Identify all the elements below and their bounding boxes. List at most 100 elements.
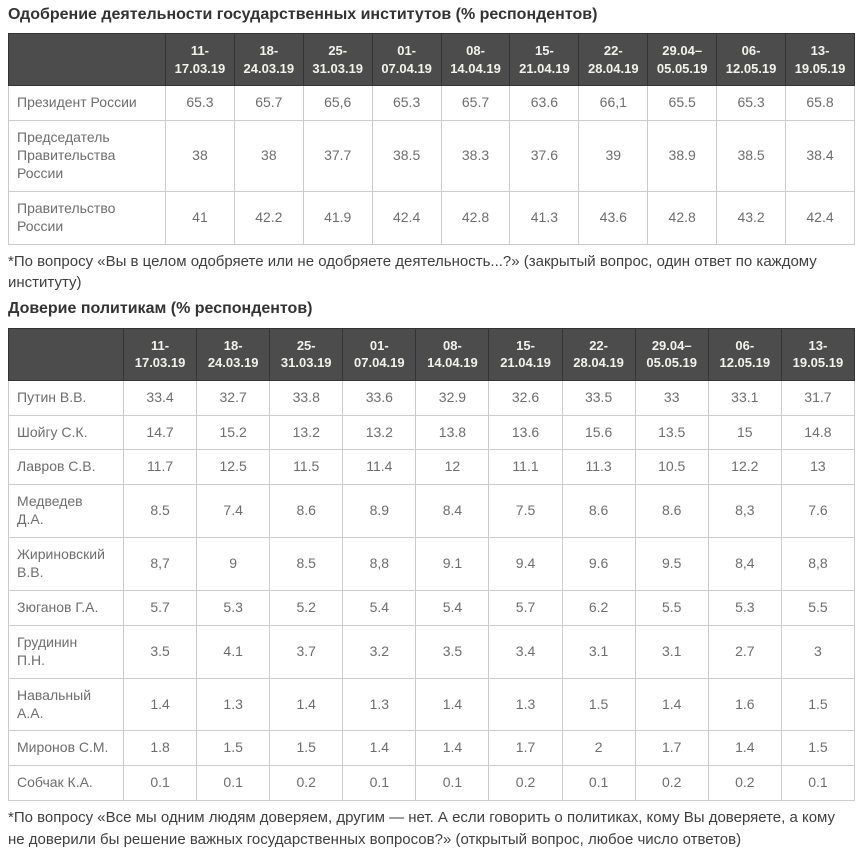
date-column-header: 22- 28.04.19 xyxy=(578,33,649,87)
trust-table: 11- 17.03.19 18- 24.03.19 25- 31.03.19 01- … xyxy=(8,327,856,802)
value-cell: 43.2 xyxy=(716,190,787,245)
table-row: Председатель Правительства России 38 38 37.… xyxy=(8,120,855,192)
table-row: Собчак К.А. 0.1 0.1 0.2 0.1 0.1 0.2 0.1 0.2 0.2 0.… xyxy=(8,765,856,802)
value-cell: 10.5 xyxy=(634,449,709,486)
value-cell: 8.4 xyxy=(415,484,490,539)
value-cell: 7.5 xyxy=(488,484,563,539)
value-cell: 8,4 xyxy=(707,537,782,591)
value-cell: 33.5 xyxy=(561,379,636,416)
value-cell: 15.2 xyxy=(196,414,271,451)
value-cell: 5.5 xyxy=(780,589,856,626)
row-label: Лавров С.В. xyxy=(8,449,124,486)
value-cell: 5.3 xyxy=(196,589,271,626)
value-cell: 11.5 xyxy=(269,449,344,486)
value-cell: 9 xyxy=(196,537,271,591)
value-cell: 11.7 xyxy=(122,449,198,486)
value-cell: 3.2 xyxy=(342,624,417,679)
value-cell: 15.6 xyxy=(561,414,636,451)
trust-table-title: Доверие политикам (% респондентов) xyxy=(8,300,313,318)
value-cell: 8,8 xyxy=(780,537,856,591)
row-label: Председатель Правительства России xyxy=(8,120,166,192)
row-label: Шойгу С.К. xyxy=(8,414,124,451)
value-cell: 65.7 xyxy=(233,85,304,122)
value-cell: 65.3 xyxy=(716,85,787,122)
value-cell: 38.3 xyxy=(440,120,511,192)
value-cell: 33.1 xyxy=(707,379,782,416)
value-cell: 13.6 xyxy=(488,414,563,451)
poll-report: Одобрение деятельности государственных и… xyxy=(8,5,856,850)
value-cell: 32.9 xyxy=(415,379,490,416)
row-label: Правительство России xyxy=(8,190,166,245)
value-cell: 14.8 xyxy=(780,414,856,451)
value-cell: 32.6 xyxy=(488,379,563,416)
date-column-header: 01- 07.04.19 xyxy=(371,33,442,87)
value-cell: 9.1 xyxy=(415,537,490,591)
value-cell: 8.6 xyxy=(561,484,636,539)
table-row: Путин В.В. 33.4 32.7 33.8 33.6 32.9 32.6 33.5 33… xyxy=(8,379,856,416)
value-cell: 31.7 xyxy=(780,379,856,416)
value-cell: 11.1 xyxy=(488,449,563,486)
table-row: Миронов С.М. 1.8 1.5 1.5 1.4 1.4 1.7 2 1.7 1.4 1.5 xyxy=(8,730,856,767)
value-cell: 5.7 xyxy=(488,589,563,626)
value-cell: 1.7 xyxy=(634,730,709,767)
value-cell: 7.4 xyxy=(196,484,271,539)
value-cell: 38.9 xyxy=(647,120,718,192)
value-cell: 15 xyxy=(707,414,782,451)
value-cell: 38.4 xyxy=(785,120,855,192)
value-cell: 65.5 xyxy=(647,85,718,122)
value-cell: 13.2 xyxy=(269,414,344,451)
value-cell: 13 xyxy=(780,449,856,486)
value-cell: 65,6 xyxy=(302,85,373,122)
value-cell: 12 xyxy=(415,449,490,486)
row-label: Грудинин П.Н. xyxy=(8,624,124,679)
table-row: Медведев Д.А. 8.5 7.4 8.6 8.9 8.4 7.5 8.6 8.6 8,3… xyxy=(8,484,856,539)
value-cell: 13.2 xyxy=(342,414,417,451)
trust-footnote: *По вопросу «Все мы одним людям доверяем… xyxy=(8,809,836,848)
table-row: Лавров С.В. 11.7 12.5 11.5 11.4 12 11.1 11.3 10.… xyxy=(8,449,856,486)
value-cell: 5.7 xyxy=(122,589,198,626)
value-cell: 1.5 xyxy=(561,677,636,732)
row-label: Зюганов Г.А. xyxy=(8,589,124,626)
value-cell: 42.4 xyxy=(785,190,855,245)
value-cell: 1.4 xyxy=(634,677,709,732)
table-row: Президент России 65.3 65.7 65,6 65.3 65.7 63.6… xyxy=(8,85,855,122)
date-column-header: 06- 12.05.19 xyxy=(716,33,787,87)
value-cell: 42.4 xyxy=(371,190,442,245)
date-column-header: 13- 19.05.19 xyxy=(785,33,855,87)
value-cell: 0.2 xyxy=(634,765,709,802)
date-column-header: 22- 28.04.19 xyxy=(561,327,636,381)
value-cell: 0.1 xyxy=(415,765,490,802)
value-cell: 41 xyxy=(165,190,235,245)
date-column-header: 13- 19.05.19 xyxy=(780,327,856,381)
value-cell: 0.1 xyxy=(780,765,856,802)
value-cell: 0.1 xyxy=(122,765,198,802)
table-row: Грудинин П.Н. 3.5 4.1 3.7 3.2 3.5 3.4 3.1 3.1 2.7… xyxy=(8,624,856,679)
value-cell: 12.2 xyxy=(707,449,782,486)
value-cell: 41.9 xyxy=(302,190,373,245)
value-cell: 1.4 xyxy=(707,730,782,767)
value-cell: 38.5 xyxy=(716,120,787,192)
value-cell: 33 xyxy=(634,379,709,416)
value-cell: 0.2 xyxy=(707,765,782,802)
value-cell: 38.5 xyxy=(371,120,442,192)
row-label: Собчак К.А. xyxy=(8,765,124,802)
table-row: Навальный А.А. 1.4 1.3 1.4 1.3 1.4 1.3 1.5 1.4 1.… xyxy=(8,677,856,732)
value-cell: 9.6 xyxy=(561,537,636,591)
approval-table-title: Одобрение деятельности государственных и… xyxy=(8,6,598,23)
value-cell: 1.4 xyxy=(342,730,417,767)
value-cell: 5.4 xyxy=(342,589,417,626)
value-cell: 5.5 xyxy=(634,589,709,626)
header-row: 11- 17.03.19 18- 24.03.19 25- 31.03.19 01- … xyxy=(8,327,856,381)
value-cell: 32.7 xyxy=(196,379,271,416)
value-cell: 0.1 xyxy=(342,765,417,802)
value-cell: 65.3 xyxy=(165,85,235,122)
value-cell: 8,8 xyxy=(342,537,417,591)
value-cell: 3.1 xyxy=(634,624,709,679)
value-cell: 8,7 xyxy=(122,537,198,591)
value-cell: 13.8 xyxy=(415,414,490,451)
value-cell: 6.2 xyxy=(561,589,636,626)
value-cell: 5.2 xyxy=(269,589,344,626)
value-cell: 14.7 xyxy=(122,414,198,451)
row-label: Президент России xyxy=(8,85,166,122)
value-cell: 65.3 xyxy=(371,85,442,122)
